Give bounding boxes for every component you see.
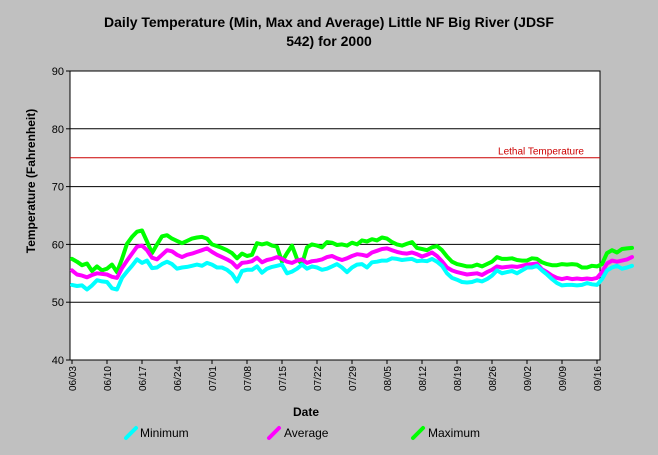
x-tick-label: 09/16 (593, 366, 604, 391)
plot-area (69, 70, 601, 361)
legend: Minimum Average Maximum (124, 426, 480, 440)
series-line-minimum (70, 256, 634, 292)
x-tick-label: 06/10 (103, 366, 114, 391)
legend-item-minimum: Minimum (124, 426, 189, 440)
y-tick-label: 40 (52, 355, 64, 367)
x-tick-label: 09/09 (558, 366, 569, 391)
y-ticks: 40 50 60 70 80 90 (52, 66, 70, 367)
x-tick-label: 09/02 (523, 366, 534, 391)
x-tick-label: 08/19 (453, 366, 464, 391)
x-axis-title: Date (293, 405, 319, 419)
legend-label-average: Average (284, 426, 329, 440)
legend-item-maximum: Maximum (411, 426, 480, 440)
x-tick-label: 08/05 (383, 366, 394, 391)
legend-label-minimum: Minimum (140, 426, 189, 440)
legend-swatch-average (267, 426, 281, 440)
y-tick-label: 90 (52, 66, 64, 78)
x-tick-label: 07/15 (278, 366, 289, 391)
y-tick-label: 80 (52, 124, 64, 136)
chart-title-line1: Daily Temperature (Min, Max and Average)… (104, 14, 554, 30)
x-tick-label: 06/17 (138, 366, 149, 391)
x-tick-label: 07/22 (313, 366, 324, 391)
x-tick-label: 06/03 (68, 366, 79, 391)
legend-swatch-maximum (411, 426, 425, 440)
chart-title-line2: 542) for 2000 (286, 33, 372, 49)
legend-label-maximum: Maximum (428, 426, 480, 440)
y-axis-title: Temperature (Fahrenheit) (24, 109, 38, 253)
y-tick-label: 50 (52, 297, 64, 309)
x-tick-label: 08/26 (488, 366, 499, 391)
x-tick-label: 06/24 (173, 366, 184, 391)
x-tick-label: 07/08 (243, 366, 254, 391)
x-tick-label: 08/12 (418, 366, 429, 391)
x-tick-label: 07/01 (208, 366, 219, 391)
x-tick-label: 07/29 (348, 366, 359, 391)
legend-swatch-minimum (124, 426, 138, 440)
y-tick-label: 70 (52, 182, 64, 194)
lethal-temperature-label: Lethal Temperature (498, 147, 584, 158)
y-tick-label: 60 (52, 239, 64, 251)
series-line-maximum (70, 228, 634, 275)
legend-item-average: Average (267, 426, 329, 440)
x-ticks: 06/03 06/10 06/17 06/24 07/01 07/08 07/15 07/22… (68, 360, 604, 391)
